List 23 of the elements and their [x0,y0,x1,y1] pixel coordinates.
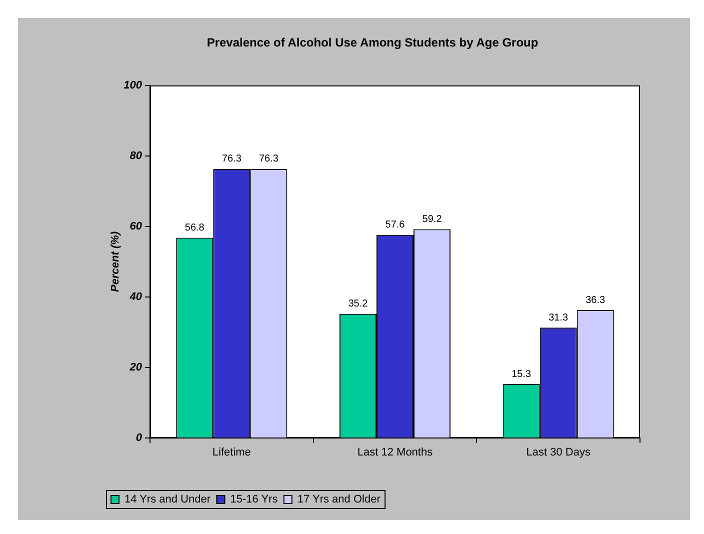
legend-label: 17 Yrs and Older [297,494,381,506]
data-label: 15.3 [512,368,532,380]
y-tick-label: 0 [136,432,143,444]
data-label: 76.3 [258,154,279,165]
y-tick-label: 20 [128,362,143,374]
y-tick-label: 100 [124,79,143,92]
x-tick-label: Lifetime [212,446,251,459]
y-axis-title: Percent (%) [110,231,122,292]
y-tick-label: 40 [128,290,143,303]
legend-label: 14 Yrs and Under [124,494,211,506]
data-label: 31.3 [548,312,568,324]
data-label: 36.3 [586,294,606,306]
data-label: 76.3 [222,154,242,165]
data-label: 59.2 [422,214,442,226]
y-tick-label: 80 [130,150,143,162]
data-label: 57.6 [385,220,406,231]
data-label: 56.8 [184,222,205,234]
data-label: 35.2 [348,298,368,310]
chart-title: Prevalence of Alcohol Use Among Students by Age Group [206,36,538,50]
y-tick-label: 60 [130,220,143,232]
x-tick-label: Last 12 Months [357,446,434,459]
legend-label: 15-16 Yrs [230,494,278,506]
x-tick-label: Last 30 Days [526,446,591,459]
